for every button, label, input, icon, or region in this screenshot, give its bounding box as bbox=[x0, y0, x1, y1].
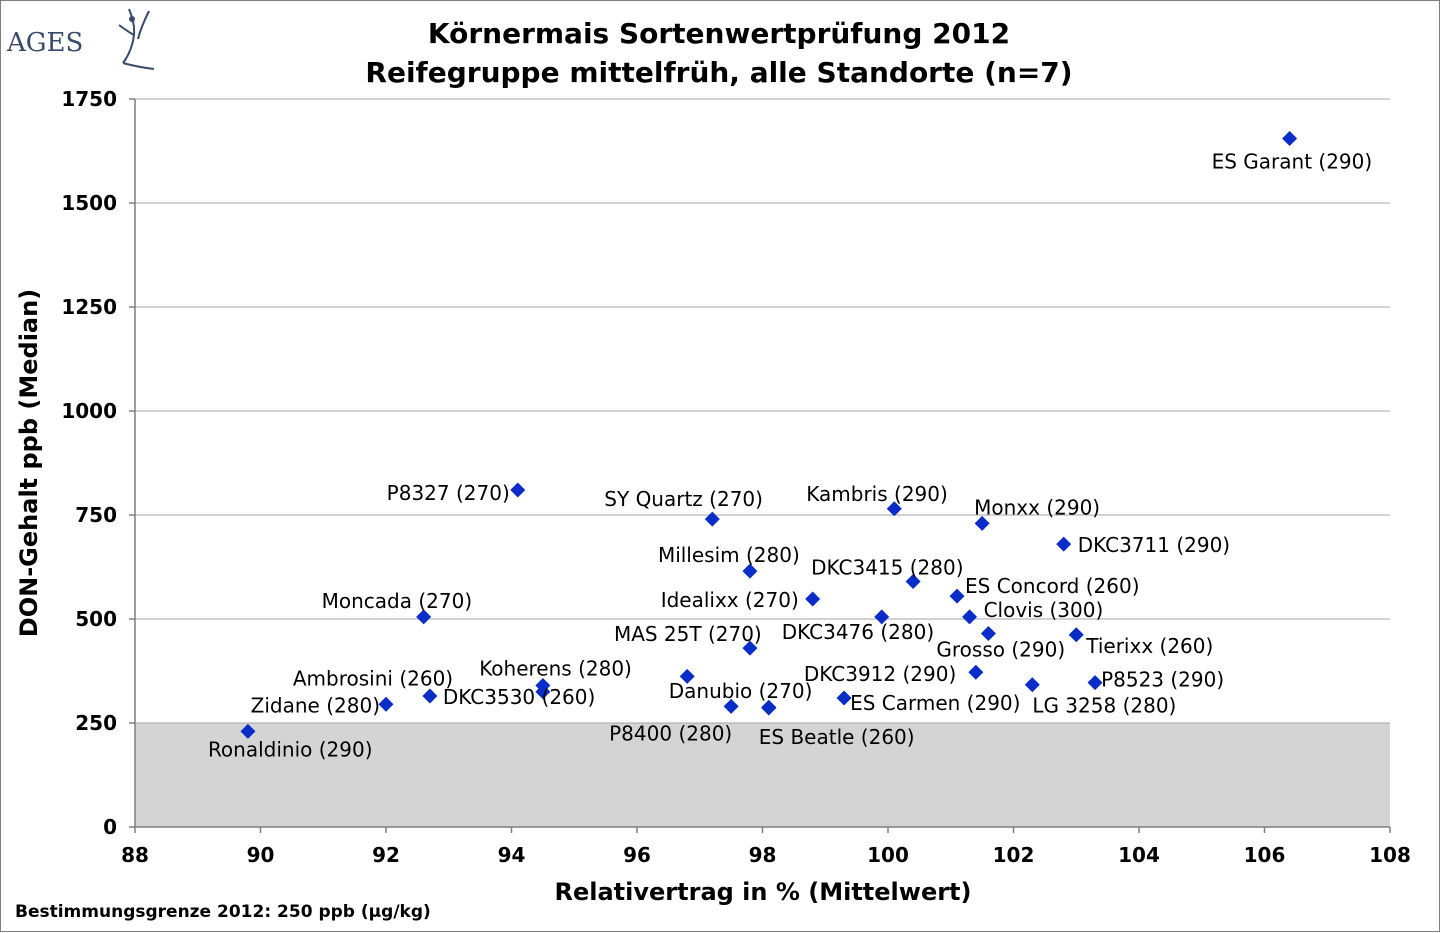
x-tick-label: 92 bbox=[372, 843, 400, 867]
gridlines bbox=[135, 98, 1390, 724]
data-point-marker bbox=[240, 723, 256, 739]
data-point-label: SY Quartz (270) bbox=[604, 487, 763, 511]
data-point-label: Koherens (280) bbox=[479, 656, 632, 680]
data-point-marker bbox=[535, 684, 551, 700]
data-point-marker bbox=[836, 690, 852, 706]
footnote: Bestimmungsgrenze 2012: 250 ppb (µg/kg) bbox=[15, 902, 431, 922]
x-tick-labels: 88 90 92 94 96 98 100 102 104 106 108 bbox=[121, 843, 1411, 867]
x-tick-label: 100 bbox=[867, 843, 909, 867]
data-point-marker bbox=[1087, 675, 1103, 691]
data-points bbox=[240, 131, 1298, 739]
data-point-marker bbox=[980, 626, 996, 642]
data-point-label: P8400 (280) bbox=[609, 721, 732, 745]
data-point-label: Tierixx (260) bbox=[1085, 634, 1213, 658]
x-tick-label: 106 bbox=[1244, 843, 1286, 867]
y-tick-labels: 0 250 500 750 1000 1250 1500 1750 bbox=[61, 87, 117, 839]
data-point-marker bbox=[742, 563, 758, 579]
data-point-label: Monxx (290) bbox=[974, 495, 1100, 519]
data-point-marker bbox=[679, 668, 695, 684]
data-point-label: MAS 25T (270) bbox=[614, 622, 762, 646]
data-point-marker bbox=[805, 591, 821, 607]
x-tick-label: 104 bbox=[1118, 843, 1160, 867]
y-tick-label: 1000 bbox=[61, 399, 117, 423]
data-point-label: DKC3530 (260) bbox=[443, 685, 595, 709]
x-axis-label: Relativertrag in % (Mittelwert) bbox=[555, 878, 972, 906]
logo-text: AGES bbox=[6, 28, 83, 58]
y-tick-label: 0 bbox=[103, 815, 117, 839]
chart-title-line2: Reifegruppe mittelfrüh, alle Standorte (… bbox=[365, 56, 1072, 89]
data-point-marker bbox=[886, 501, 902, 517]
x-tick-label: 98 bbox=[749, 843, 777, 867]
data-point-marker bbox=[905, 574, 921, 590]
data-point-label: Zidane (280) bbox=[251, 693, 380, 717]
data-point-label: DKC3711 (290) bbox=[1078, 533, 1230, 557]
data-point-label: Ronaldinio (290) bbox=[208, 737, 373, 761]
data-point-label: Idealixx (270) bbox=[661, 588, 799, 612]
chart-title-line1: Körnermais Sortenwertprüfung 2012 bbox=[428, 17, 1010, 50]
data-point-marker bbox=[949, 588, 965, 604]
y-axis-label: DON-Gehalt ppb (Median) bbox=[15, 289, 43, 637]
y-tick-label: 1500 bbox=[61, 191, 117, 215]
data-point-marker bbox=[422, 688, 438, 704]
x-tick-label: 108 bbox=[1369, 843, 1411, 867]
data-point-marker bbox=[874, 609, 890, 625]
data-point-label: Millesim (280) bbox=[658, 543, 800, 567]
data-point-label: P8523 (290) bbox=[1101, 668, 1224, 692]
data-point-label: DKC3476 (280) bbox=[782, 620, 934, 644]
data-point-marker bbox=[1024, 677, 1040, 693]
y-tick-label: 1750 bbox=[61, 87, 117, 111]
data-point-label: DKC3912 (290) bbox=[804, 662, 956, 686]
ages-logo: AGES bbox=[6, 8, 155, 70]
y-tick-label: 750 bbox=[75, 503, 117, 527]
data-point-marker bbox=[723, 698, 739, 714]
y-tick-label: 250 bbox=[75, 711, 117, 735]
y-tick-label: 1250 bbox=[61, 295, 117, 319]
data-point-label: Ambrosini (260) bbox=[293, 667, 453, 691]
data-point-label: ES Beatle (260) bbox=[759, 725, 915, 749]
data-point-marker bbox=[1282, 131, 1298, 147]
data-point-marker bbox=[761, 700, 777, 716]
data-point-marker bbox=[974, 515, 990, 531]
data-point-label: Danubio (270) bbox=[669, 679, 813, 703]
x-tick-label: 94 bbox=[498, 843, 526, 867]
data-point-label: Moncada (270) bbox=[322, 589, 473, 613]
x-tick-label: 88 bbox=[121, 843, 149, 867]
data-point-marker bbox=[1068, 627, 1084, 643]
data-point-marker bbox=[704, 511, 720, 527]
data-point-marker bbox=[742, 640, 758, 656]
data-point-label: DKC3415 (280) bbox=[811, 556, 963, 580]
logo-figure-icon bbox=[118, 8, 155, 70]
data-point-label: P8327 (270) bbox=[387, 481, 510, 505]
data-point-label: ES Carmen (290) bbox=[850, 691, 1020, 715]
axes bbox=[129, 98, 1391, 833]
data-point-label: Kambris (290) bbox=[806, 482, 948, 506]
x-tick-label: 90 bbox=[247, 843, 275, 867]
data-point-label: Clovis (300) bbox=[984, 598, 1104, 622]
data-point-label: Grosso (290) bbox=[936, 638, 1065, 662]
point-labels: ES Garant (290) P8327 (270) SY Quartz (270… bbox=[208, 150, 1372, 762]
threshold-band bbox=[135, 723, 1390, 827]
data-point-marker bbox=[416, 609, 432, 625]
data-point-marker bbox=[962, 609, 978, 625]
data-point-label: ES Concord (260) bbox=[965, 574, 1140, 598]
x-tick-label: 102 bbox=[993, 843, 1035, 867]
data-point-marker bbox=[378, 696, 394, 712]
data-point-marker bbox=[968, 664, 984, 680]
y-tick-label: 500 bbox=[75, 607, 117, 631]
data-point-marker bbox=[510, 482, 526, 498]
data-point-label: LG 3258 (280) bbox=[1032, 694, 1176, 718]
x-tick-label: 96 bbox=[623, 843, 651, 867]
data-point-marker bbox=[1056, 536, 1072, 552]
data-point-label: ES Garant (290) bbox=[1212, 150, 1373, 174]
